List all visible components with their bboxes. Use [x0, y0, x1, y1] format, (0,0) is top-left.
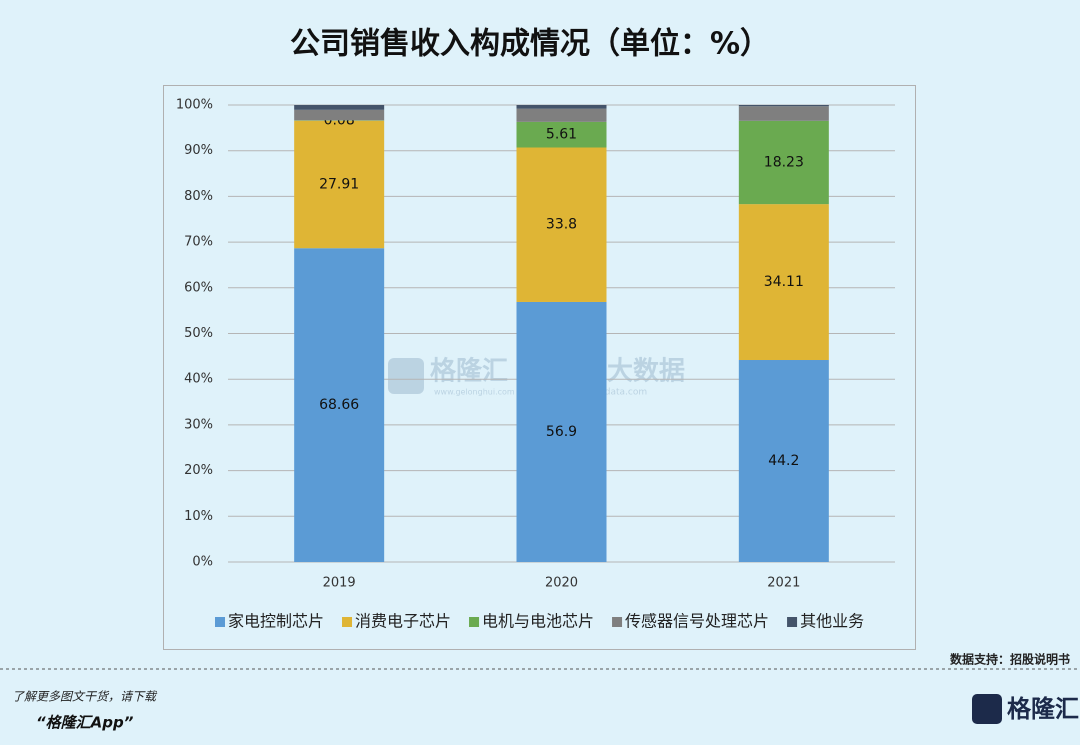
plot: 0% 10% 20% 30% 40% 50% 60% 70% 80% 90% 100% 2019 68.… — [176, 98, 895, 631]
bar-segment — [738, 360, 829, 562]
footer-logo: 格隆汇 — [1007, 695, 1079, 723]
source: 数据支持：招股说明书 — [950, 652, 1070, 667]
legend-label: 家电控制芯片 — [228, 612, 324, 631]
watermark-brand: 格隆汇 — [430, 356, 508, 387]
bar-segment — [516, 105, 607, 109]
y-tick-label: 100% — [176, 98, 213, 113]
data-label: 18.23 — [764, 154, 804, 170]
legend-label: 传感器信号处理芯片 — [625, 612, 769, 631]
y-tick-label: 30% — [184, 417, 213, 432]
bar-segment — [294, 120, 385, 249]
bar-segment — [738, 106, 829, 121]
y-tick-label: 60% — [184, 280, 213, 295]
bar-segment — [738, 105, 829, 107]
data-label: 27.91 — [319, 176, 359, 192]
footer-prompt: 了解更多图文干货，请下载 — [12, 690, 158, 704]
y-tick-label: 10% — [184, 509, 213, 524]
footer-app: “格隆汇App” — [36, 714, 134, 732]
bar-segment — [294, 248, 385, 562]
bar-segment — [516, 108, 607, 122]
y-tick-label: 70% — [184, 235, 213, 250]
data-label: 68.66 — [319, 397, 359, 413]
data-label: 33.8 — [546, 217, 577, 233]
x-tick-label: 2019 — [323, 576, 356, 591]
y-tick-label: 90% — [184, 143, 213, 158]
legend-swatch — [469, 617, 480, 627]
legend-swatch — [787, 617, 798, 627]
legend-swatch — [342, 617, 353, 627]
data-label: 56.9 — [546, 424, 577, 440]
legend-label: 电机与电池芯片 — [482, 612, 594, 631]
watermark-brand-url: www.gelonghui.com — [434, 388, 515, 397]
data-label: 44.2 — [768, 453, 799, 469]
legend-label: 消费电子芯片 — [355, 612, 451, 631]
bar-segment — [294, 105, 385, 110]
y-tick-label: 20% — [184, 463, 213, 478]
y-tick-label: 40% — [184, 372, 213, 387]
y-tick-label: 50% — [184, 326, 213, 341]
chart-title: 公司销售收入构成情况（单位：%） — [290, 27, 770, 62]
y-tick-label: 80% — [184, 189, 213, 204]
data-label: 5.61 — [546, 127, 577, 143]
y-tick-label: 0% — [192, 555, 213, 570]
legend-label: 其他业务 — [800, 612, 864, 631]
data-label: 34.11 — [764, 274, 804, 290]
bar-segment — [516, 121, 607, 148]
bar-segment — [294, 109, 385, 121]
watermark-icon — [388, 358, 424, 394]
x-tick-label: 2020 — [545, 576, 578, 591]
logo-icon — [972, 694, 1002, 724]
bar-segment — [738, 204, 829, 361]
x-tick-label: 2021 — [767, 576, 800, 591]
bar-segment — [516, 301, 607, 562]
legend-swatch — [612, 617, 623, 627]
legend-swatch — [215, 617, 225, 627]
bar-segment — [516, 147, 607, 302]
bar-segment — [738, 120, 829, 205]
